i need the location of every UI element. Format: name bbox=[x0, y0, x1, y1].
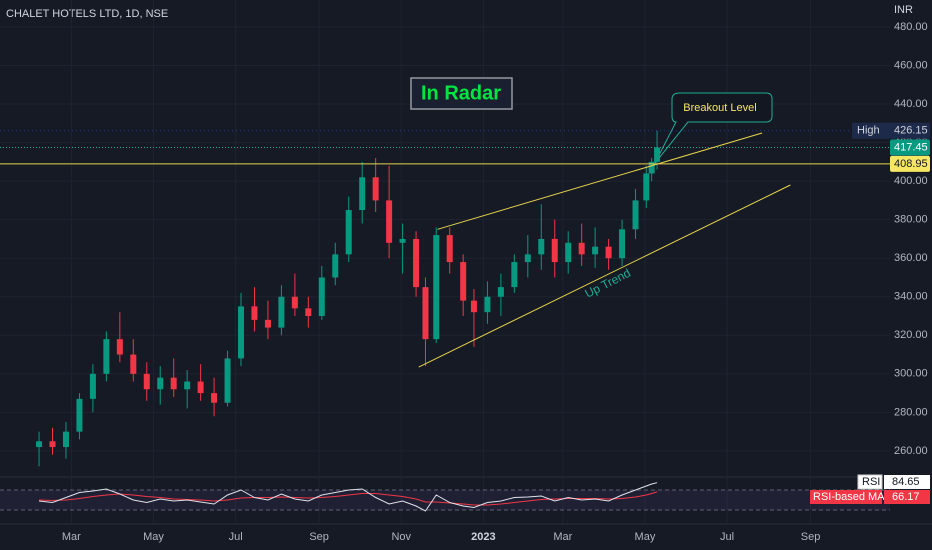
candle-body bbox=[130, 354, 137, 374]
rsi-ma-name: RSI-based MA bbox=[813, 491, 885, 503]
candle-body bbox=[103, 339, 110, 374]
candle-body bbox=[264, 319, 271, 328]
chart-title: CHALET HOTELS LTD, 1D, NSE bbox=[6, 8, 168, 20]
candle-body bbox=[251, 306, 258, 320]
x-tick-label: Mar bbox=[62, 531, 81, 543]
rsi-value-bg bbox=[884, 475, 930, 489]
candle-body bbox=[170, 377, 177, 390]
high-label: High bbox=[857, 125, 880, 137]
candle-body bbox=[211, 393, 218, 403]
x-tick-label: May bbox=[635, 531, 656, 543]
rsi-ma-value: 66.17 bbox=[892, 491, 920, 503]
candle-body bbox=[460, 262, 467, 301]
x-tick-label: Mar bbox=[553, 531, 572, 543]
level-price: 408.95 bbox=[894, 158, 928, 170]
trend-line bbox=[418, 184, 791, 368]
y-tick-label: 440.00 bbox=[894, 98, 928, 110]
candle-body bbox=[332, 254, 339, 278]
candle-body bbox=[291, 296, 298, 309]
rsi-ma-value-bg bbox=[884, 490, 930, 504]
candle-body bbox=[565, 242, 572, 263]
candle-body bbox=[238, 306, 245, 359]
y-tick-label: 280.00 bbox=[894, 406, 928, 418]
candle-body bbox=[592, 246, 599, 255]
trend-line bbox=[437, 132, 763, 230]
rsi-ma-name-bg bbox=[810, 490, 882, 504]
candle-body bbox=[318, 277, 325, 317]
y-tick-label: 360.00 bbox=[894, 252, 928, 264]
callout-frame bbox=[654, 92, 773, 164]
candle-body bbox=[524, 254, 531, 263]
candle-body bbox=[345, 210, 352, 255]
breakout-callout: Breakout Level bbox=[654, 92, 773, 164]
radar-frame bbox=[410, 77, 513, 110]
y-tick-label: 320.00 bbox=[894, 329, 928, 341]
candle-body bbox=[89, 373, 96, 399]
rsi-line bbox=[38, 482, 658, 512]
rsi-name: RSI bbox=[862, 476, 880, 488]
y-tick-label: 480.00 bbox=[894, 21, 928, 33]
radar-box: In Radar bbox=[410, 77, 513, 110]
candle-body bbox=[538, 238, 545, 255]
candle-body bbox=[359, 177, 366, 211]
last-price-bg bbox=[890, 139, 930, 156]
x-tick-label: Jul bbox=[720, 531, 734, 543]
y-tick-label: 260.00 bbox=[894, 445, 928, 457]
x-tick-label: Nov bbox=[391, 531, 411, 543]
last-price: 417.45 bbox=[894, 141, 928, 153]
candle-body bbox=[224, 358, 231, 403]
high-label-bg bbox=[852, 122, 930, 139]
x-tick-label: Jul bbox=[229, 531, 243, 543]
candle-body bbox=[484, 296, 491, 313]
y-tick-label: 380.00 bbox=[894, 214, 928, 226]
candle-body bbox=[578, 242, 585, 255]
x-tick-label: Sep bbox=[801, 531, 821, 543]
candle-body bbox=[36, 441, 43, 448]
candle-body bbox=[386, 200, 393, 243]
candle-body bbox=[49, 441, 56, 448]
candle-body bbox=[76, 398, 83, 432]
candle-body bbox=[62, 431, 69, 448]
y-tick-label: 460.00 bbox=[894, 59, 928, 71]
candle-body bbox=[643, 173, 650, 201]
candle-body bbox=[143, 373, 150, 390]
radar-text: In Radar bbox=[421, 82, 501, 104]
candle-body bbox=[654, 147, 661, 162]
candle-body bbox=[433, 235, 440, 340]
candle-body bbox=[157, 377, 164, 390]
candle-body bbox=[511, 262, 518, 288]
candle-body bbox=[470, 300, 477, 313]
candle-body bbox=[197, 381, 204, 394]
candle-body bbox=[632, 200, 639, 230]
candle-body bbox=[184, 381, 191, 390]
candle-body bbox=[446, 235, 453, 263]
y-tick-label: 340.00 bbox=[894, 291, 928, 303]
candle-body bbox=[422, 287, 429, 340]
candle-body bbox=[605, 246, 612, 259]
candle-body bbox=[399, 238, 406, 243]
candle-body bbox=[619, 229, 626, 259]
y-tick-label: 300.00 bbox=[894, 368, 928, 380]
candle-body bbox=[497, 287, 504, 297]
high-value: 426.15 bbox=[894, 125, 928, 137]
rsi-value: 84.65 bbox=[892, 476, 920, 488]
x-tick-label: Sep bbox=[309, 531, 329, 543]
candle-body bbox=[305, 308, 312, 317]
candle-body bbox=[551, 238, 558, 263]
candle-body bbox=[372, 177, 379, 201]
candle-body bbox=[413, 238, 420, 288]
level-price-bg bbox=[890, 155, 930, 172]
candle-body bbox=[648, 161, 655, 174]
x-tick-label: 2023 bbox=[471, 531, 495, 543]
rsi-name-bg bbox=[857, 474, 883, 490]
breakout-text: Breakout Level bbox=[683, 102, 756, 114]
candle-body bbox=[278, 296, 285, 328]
currency: INR bbox=[894, 4, 913, 16]
candle-body bbox=[116, 339, 123, 355]
x-tick-label: May bbox=[143, 531, 164, 543]
rsi-ma-line bbox=[39, 491, 658, 506]
y-tick-label: 400.00 bbox=[894, 175, 928, 187]
